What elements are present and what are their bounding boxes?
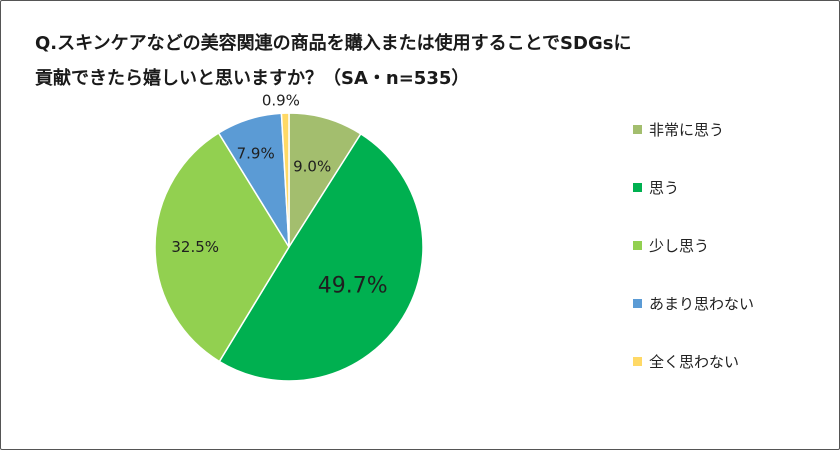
data-label-2: 32.5% (171, 238, 219, 256)
legend-label-3: あまり思わない (649, 295, 755, 313)
legend-swatch-3 (633, 299, 642, 308)
pie-slice-1 (218, 132, 424, 382)
chart-title-line-2: 貢献できたら嬉しいと思いますか？（SA・n=535） (35, 68, 470, 89)
data-label-0: 9.0% (293, 158, 331, 176)
legend-label-4: 全く思わない (649, 353, 740, 371)
chart-title-line-1: Q.スキンケアなどの美容関連の商品を購入または使用することでSDGsに (35, 33, 632, 54)
legend-swatch-2 (633, 241, 642, 250)
legend-label-1: 思う (649, 179, 680, 197)
data-label-1: 49.7% (318, 274, 388, 299)
data-label-4: 0.9% (262, 91, 300, 109)
legend-swatch-0 (633, 125, 642, 134)
legend-swatch-4 (633, 357, 642, 366)
legend-swatch-1 (633, 183, 642, 192)
legend-label-2: 少し思う (649, 237, 710, 255)
data-label-3: 7.9% (237, 145, 275, 163)
pie-slice-2 (154, 131, 290, 363)
legend-label-0: 非常に思う (649, 121, 725, 139)
pie-slice-4 (280, 112, 290, 248)
